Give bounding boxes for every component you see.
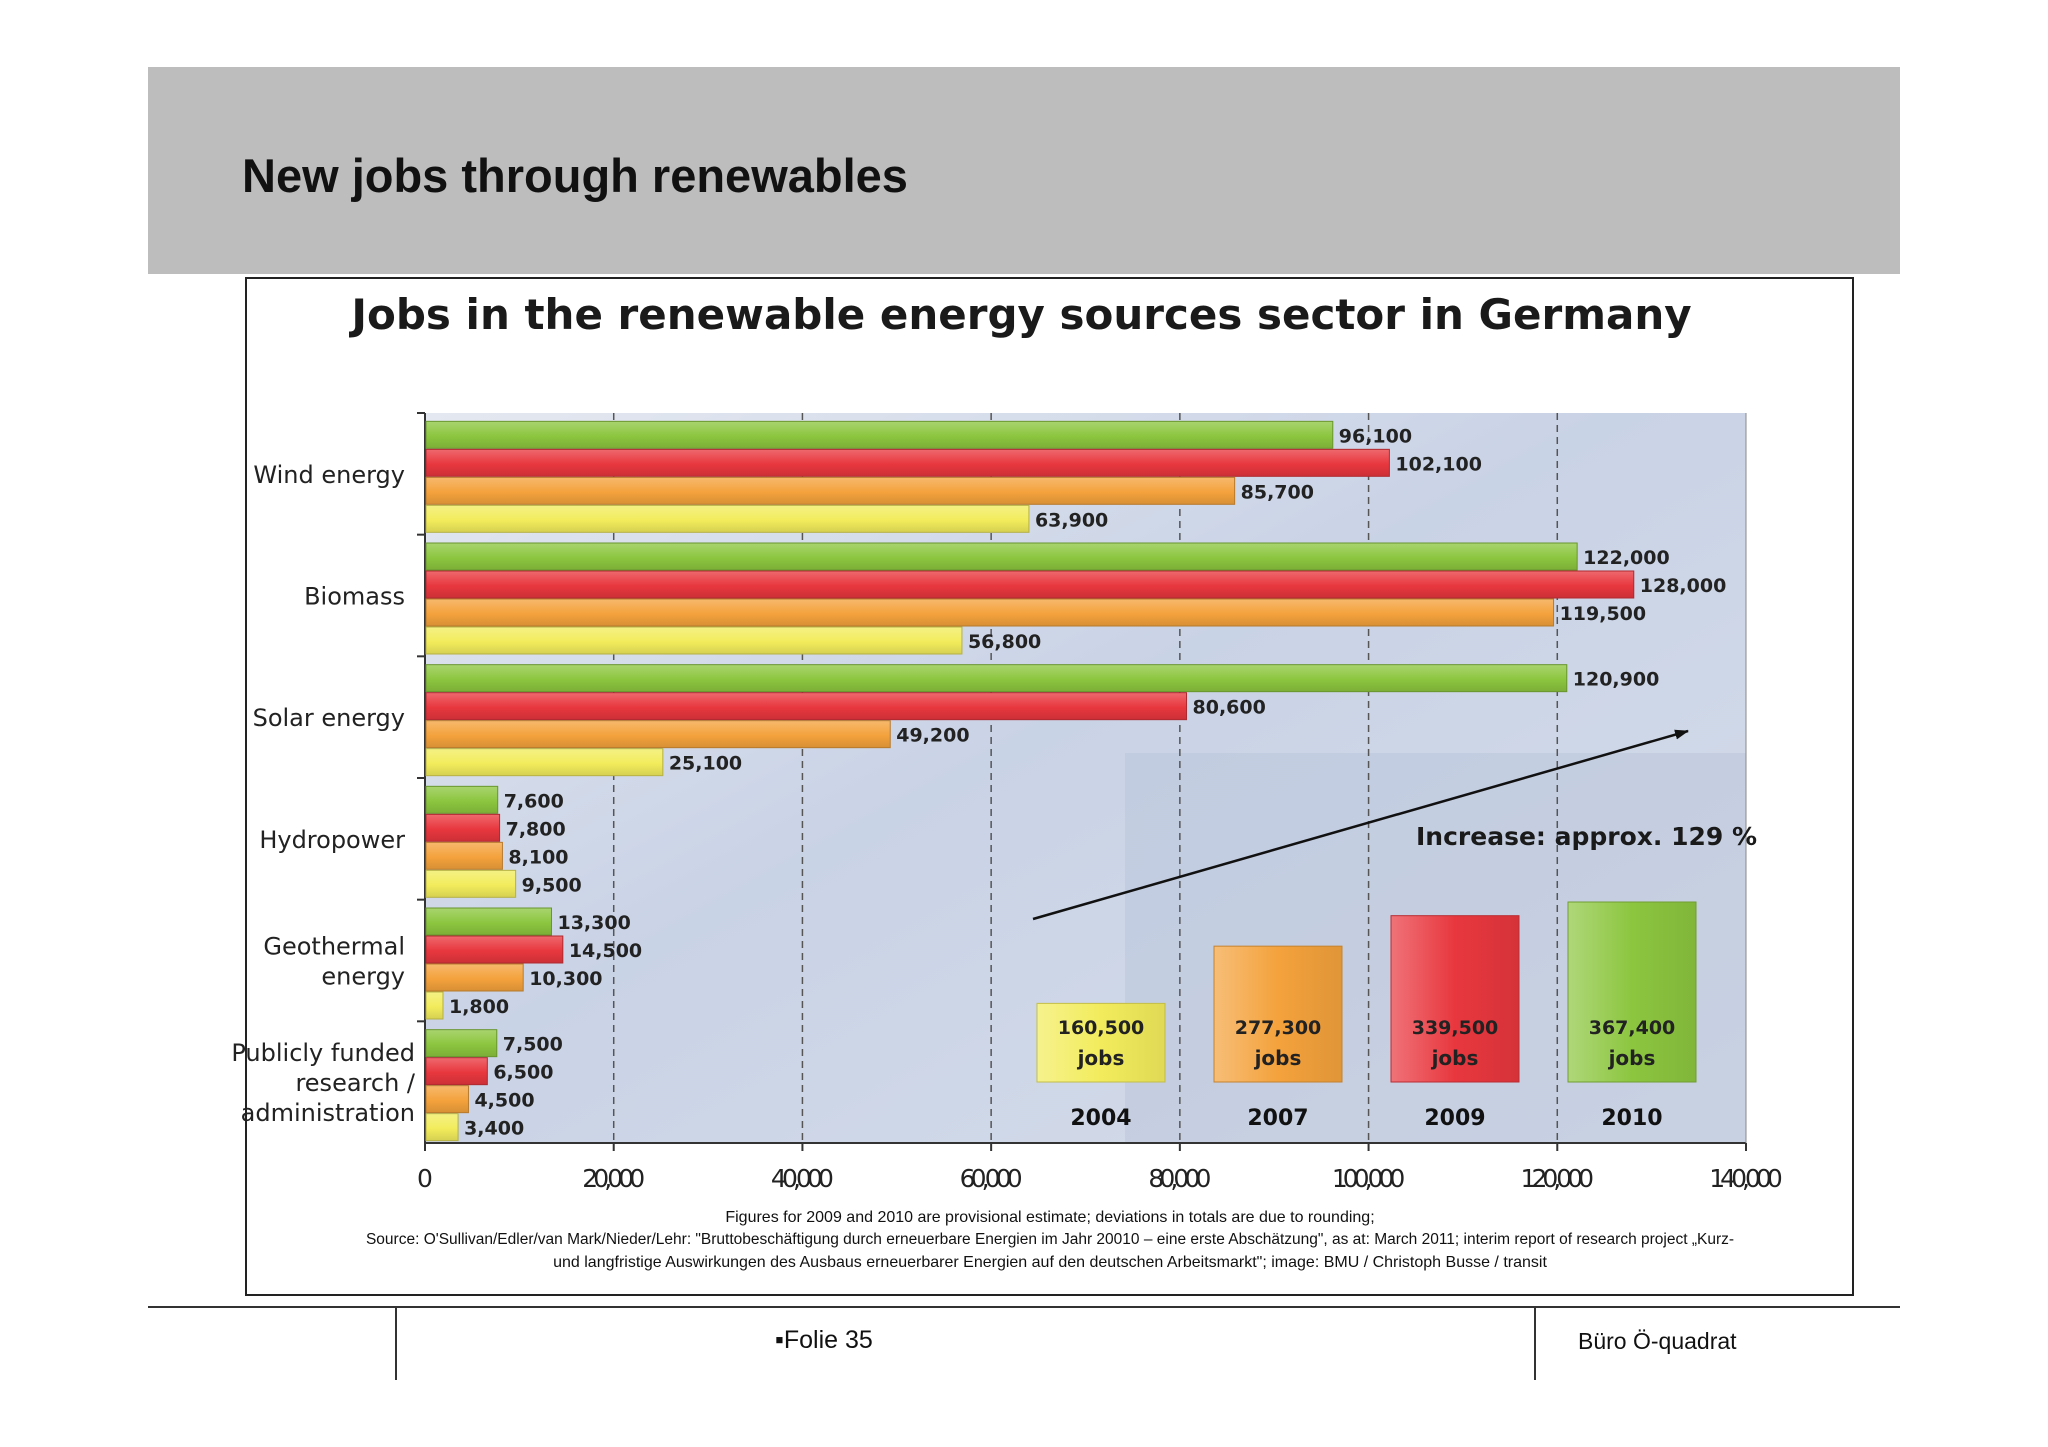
- category-label: Hydropower: [259, 826, 405, 854]
- bar-2009: [425, 692, 1188, 721]
- total-year-label: 2004: [1070, 1106, 1131, 1131]
- bar-2010: [425, 907, 552, 936]
- bar-2007: [425, 598, 1555, 627]
- data-label: 10,300: [529, 968, 602, 990]
- bar-2010: [425, 1029, 498, 1058]
- category-label: administration: [241, 1099, 415, 1127]
- footer-separator-right: [1534, 1308, 1536, 1380]
- data-label: 119,500: [1560, 603, 1647, 625]
- data-label: 63,900: [1035, 509, 1108, 531]
- x-tick-label: 120,000: [1521, 1164, 1595, 1193]
- total-year-label: 2009: [1424, 1106, 1485, 1131]
- chart-title-text: Jobs in the renewable energy sources sec…: [351, 290, 1692, 339]
- bar-2004: [425, 869, 517, 898]
- bar-2007: [425, 841, 503, 870]
- total-box-2009: [1390, 915, 1520, 1083]
- total-year-label: 2007: [1247, 1106, 1308, 1131]
- x-tick-label: 140,000: [1709, 1164, 1783, 1193]
- footer-separator-left: [395, 1308, 397, 1380]
- bar-2004: [425, 1113, 459, 1142]
- data-label: 25,100: [669, 753, 742, 775]
- data-label: 7,800: [506, 818, 566, 840]
- data-label: 122,000: [1583, 547, 1670, 569]
- bar-2010: [425, 542, 1578, 571]
- category-label: energy: [321, 963, 405, 991]
- bar-2004: [425, 504, 1030, 533]
- data-label: 7,600: [504, 790, 564, 812]
- data-label: 7,500: [503, 1034, 563, 1056]
- bar-2007: [425, 476, 1236, 505]
- total-box-2010: [1567, 901, 1697, 1083]
- header-band: [148, 67, 1900, 274]
- data-label: 9,500: [522, 874, 582, 896]
- category-label: Biomass: [304, 583, 405, 611]
- increase-arrow: [1032, 729, 1689, 921]
- data-label: 13,300: [557, 912, 630, 934]
- slide-number: ▪Folie 35: [775, 1326, 873, 1354]
- data-label: 128,000: [1640, 575, 1727, 597]
- footnote-line-2: Source: O'Sullivan/Edler/van Mark/Nieder…: [365, 1231, 1735, 1248]
- x-tick-label: 20,000: [582, 1164, 645, 1193]
- increase-annotation: Increase: approx. 129 %: [1416, 822, 1757, 851]
- total-box-2004: [1036, 1002, 1166, 1083]
- data-label: 6,500: [493, 1062, 553, 1084]
- data-label: 3,400: [464, 1118, 524, 1140]
- x-tick-label: 40,000: [771, 1164, 834, 1193]
- bar-2009: [425, 813, 501, 842]
- x-tick-label: 60,000: [960, 1164, 1023, 1193]
- bar-2009: [425, 570, 1635, 599]
- bar-2007: [425, 1085, 469, 1114]
- data-label: 56,800: [968, 631, 1041, 653]
- slide-title: New jobs through renewables: [242, 149, 908, 202]
- x-tick-label: 0: [417, 1164, 433, 1193]
- bar-2004: [425, 748, 664, 777]
- total-unit-label: jobs: [1608, 1046, 1656, 1070]
- data-label: 120,900: [1573, 669, 1660, 691]
- data-label: 102,100: [1395, 453, 1482, 475]
- x-tick-label: 100,000: [1332, 1164, 1406, 1193]
- bar-2009: [425, 935, 564, 964]
- bar-2007: [425, 963, 524, 992]
- total-year-label: 2010: [1601, 1106, 1662, 1131]
- bar-2004: [425, 626, 963, 655]
- bar-2010: [425, 420, 1334, 449]
- total-value-label: 160,500: [1058, 1017, 1145, 1039]
- bar-2010: [425, 785, 499, 814]
- total-unit-label: jobs: [1077, 1046, 1125, 1070]
- footer-divider: [148, 1306, 1900, 1308]
- bar-2010: [425, 664, 1568, 693]
- chart-title: Jobs in the renewable energy sources sec…: [0, 290, 2048, 339]
- data-label: 4,500: [474, 1090, 534, 1112]
- footer-brand: Büro Ö-quadrat: [1578, 1328, 1737, 1354]
- category-label: Solar energy: [253, 704, 405, 732]
- total-unit-label: jobs: [1431, 1046, 1479, 1070]
- data-label: 49,200: [896, 725, 969, 747]
- total-value-label: 367,400: [1589, 1017, 1676, 1039]
- data-label: 8,100: [508, 846, 568, 868]
- total-unit-label: jobs: [1254, 1046, 1302, 1070]
- data-label: 14,500: [569, 940, 642, 962]
- category-label: Geothermal: [263, 933, 405, 961]
- x-tick-label: 80,000: [1148, 1164, 1211, 1193]
- data-label: 1,800: [449, 996, 509, 1018]
- data-label: 85,700: [1241, 481, 1314, 503]
- data-label: 80,600: [1193, 697, 1266, 719]
- category-label: research /: [295, 1069, 415, 1097]
- total-value-label: 339,500: [1412, 1017, 1499, 1039]
- bar-2007: [425, 720, 891, 749]
- bar-2004: [425, 991, 444, 1020]
- bar-2009: [425, 1057, 488, 1086]
- category-label: Wind energy: [253, 461, 405, 489]
- footnote-line-3: und langfristige Auswirkungen des Ausbau…: [553, 1254, 1547, 1271]
- total-box-2007: [1213, 945, 1343, 1083]
- footnote-line-1: Figures for 2009 and 2010 are provisiona…: [725, 1209, 1375, 1226]
- category-label: Publicly funded: [231, 1039, 415, 1067]
- data-label: 96,100: [1339, 425, 1412, 447]
- total-value-label: 277,300: [1235, 1017, 1322, 1039]
- bar-2009: [425, 448, 1390, 477]
